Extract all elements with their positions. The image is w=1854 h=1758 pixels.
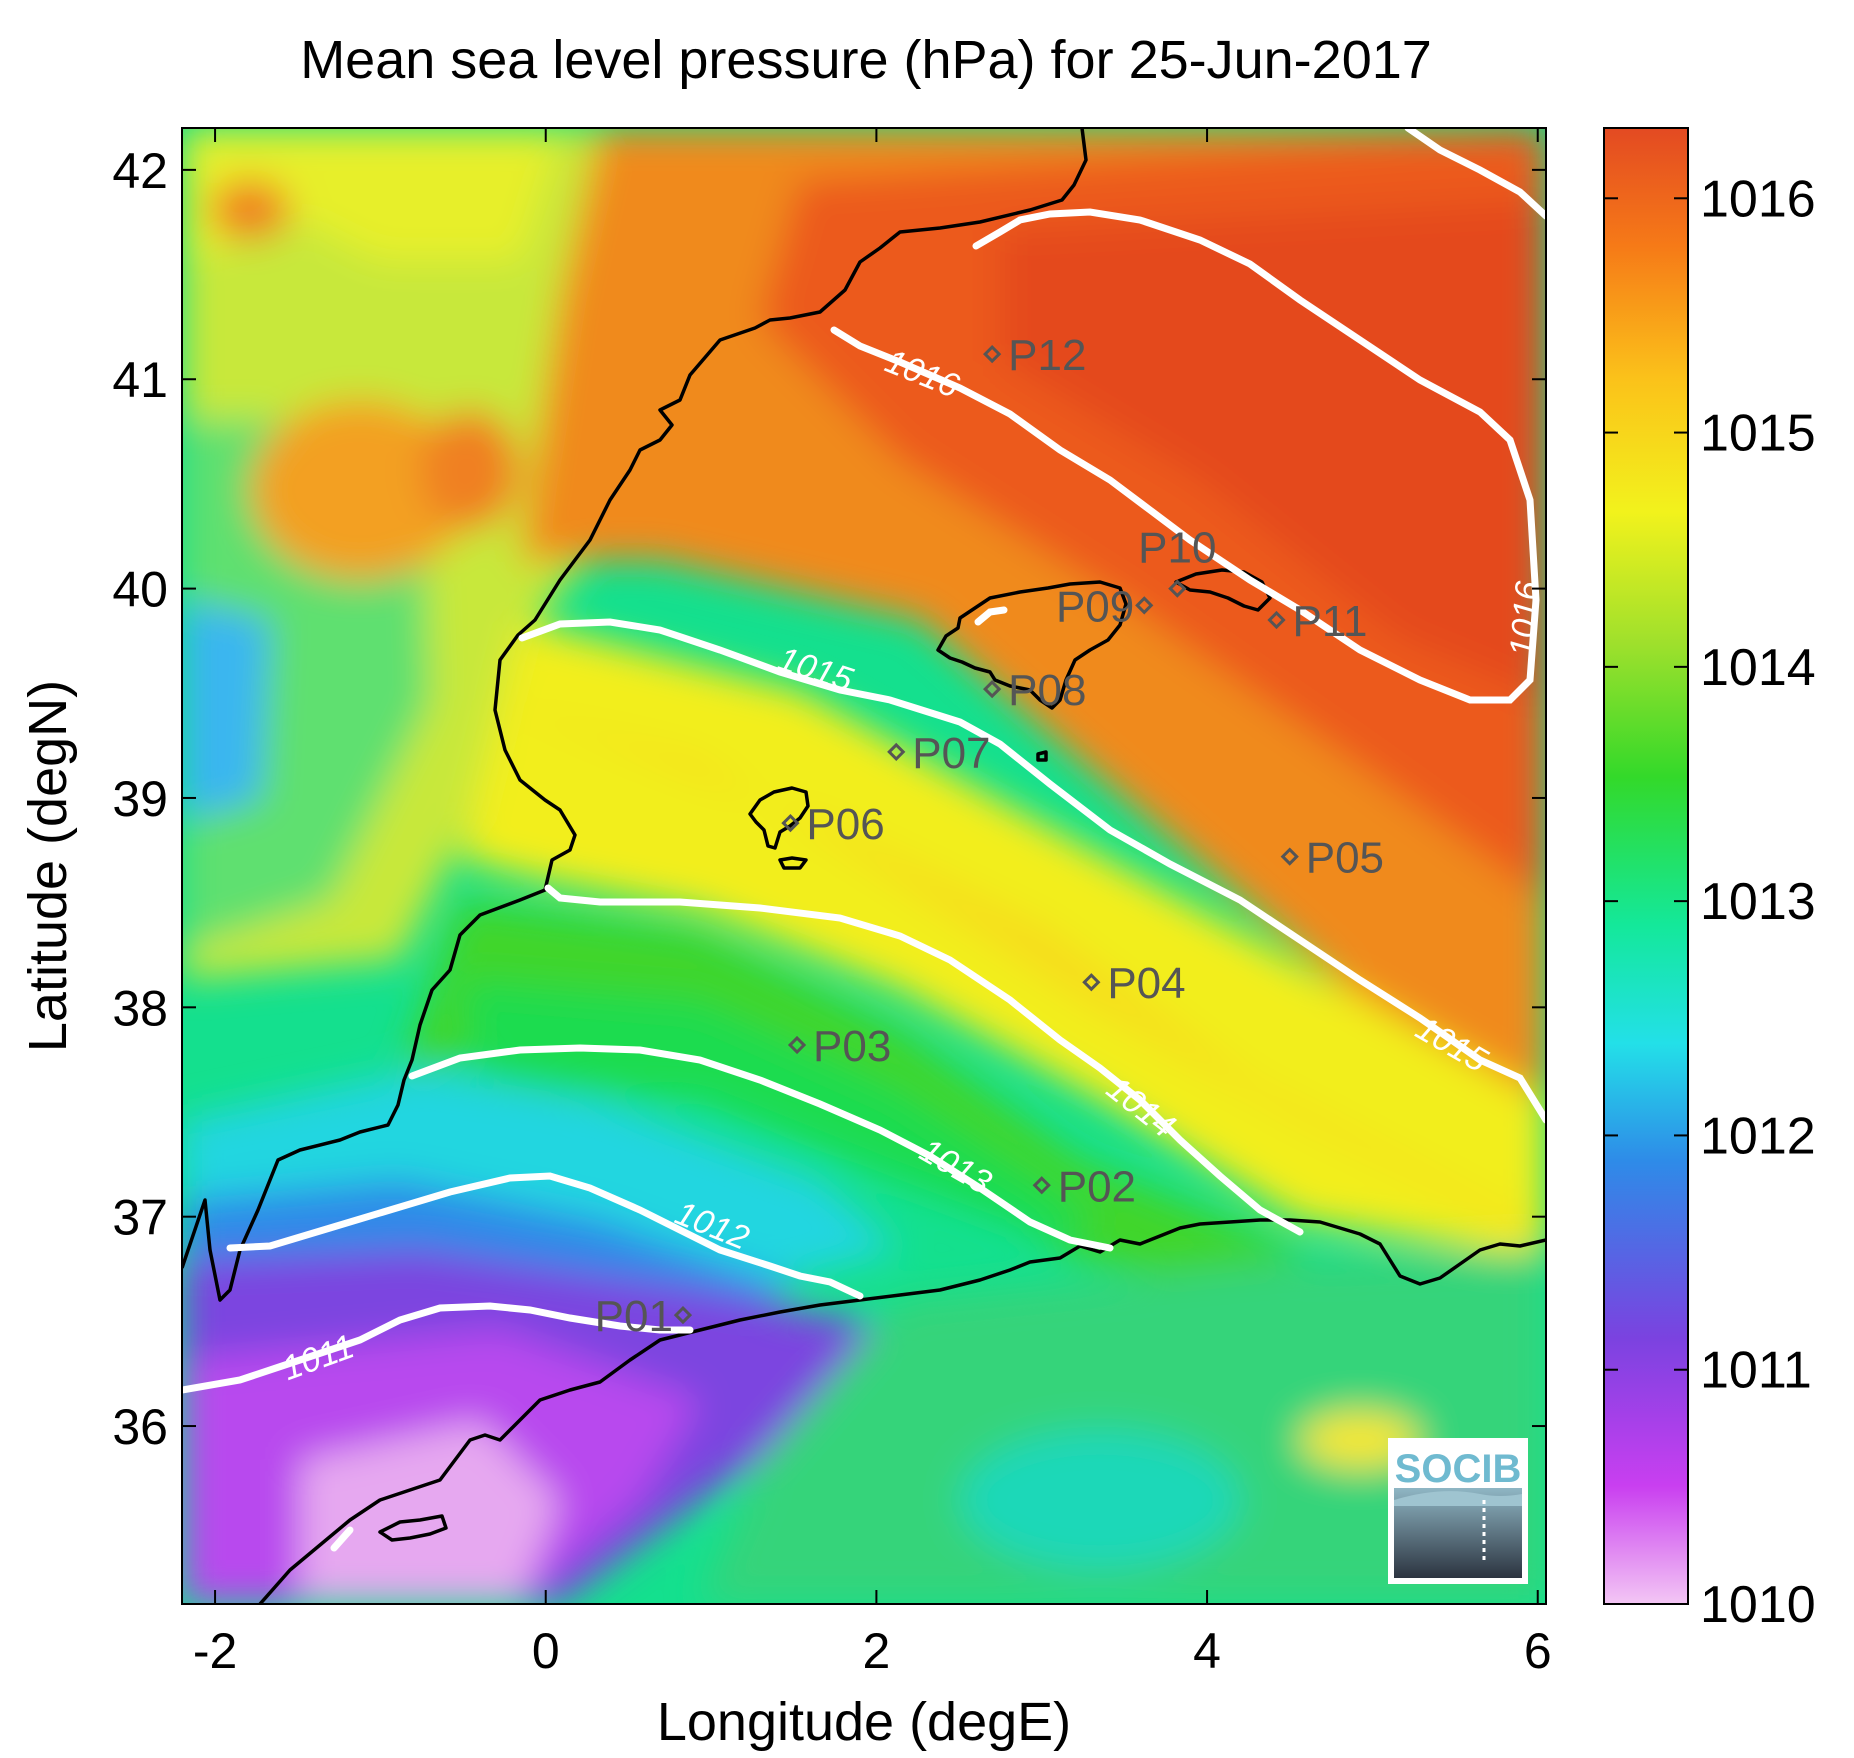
x-tick-label: 4 — [1193, 1623, 1221, 1679]
y-tick-label: 39 — [112, 771, 168, 827]
x-tick-label: -2 — [193, 1623, 237, 1679]
station-label: P01 — [595, 1292, 673, 1341]
iberian-coastline — [182, 128, 1088, 1302]
station-label: P09 — [1056, 582, 1134, 631]
socib-logo-text: SOCIB — [1395, 1447, 1522, 1491]
chart-title: Mean sea level pressure (hPa) for 25-Jun… — [300, 30, 1432, 90]
station-marker — [673, 1305, 693, 1325]
station-p03: P03 — [787, 1022, 891, 1071]
station-label: P04 — [1107, 959, 1185, 1008]
station-marker — [1032, 1176, 1051, 1195]
x-axis-label: Longitude (degE) — [657, 1692, 1071, 1752]
station-p06: P06 — [781, 800, 885, 849]
isobar-1011 — [182, 1302, 694, 1394]
station-p02: P02 — [1032, 1162, 1136, 1211]
station-label: P05 — [1306, 834, 1384, 883]
station-marker — [787, 1035, 807, 1055]
alboran-coastline — [378, 1514, 448, 1542]
x-tick-label: 0 — [532, 1623, 560, 1679]
station-p08: P08 — [983, 666, 1086, 715]
isobar-1016-b — [1404, 128, 1546, 220]
station-label: P03 — [813, 1022, 891, 1071]
station-p01: P01 — [595, 1292, 693, 1341]
isobar-1013 — [408, 1044, 1114, 1252]
station-label: P08 — [1008, 666, 1086, 715]
station-p12: P12 — [983, 331, 1086, 380]
plot-frame — [181, 127, 1547, 1605]
african-coastline — [258, 1218, 1546, 1604]
y-tick-label: 41 — [112, 352, 168, 408]
pressure-field — [182, 128, 1546, 1604]
station-marker — [1135, 596, 1154, 615]
station-marker — [887, 742, 906, 762]
station-label: P07 — [912, 729, 990, 778]
station-p04: P04 — [1082, 959, 1186, 1008]
isobars — [182, 128, 1546, 1552]
colorbar-tick-label: 1013 — [1700, 873, 1816, 931]
colorbar-ticks: 1016 1015 1014 1013 1012 1011 1010 — [1604, 170, 1816, 1634]
colorbar-tick-label: 1015 — [1700, 405, 1816, 463]
colorbar-tick-label: 1010 — [1700, 1576, 1816, 1634]
colorbar-tick-label: 1016 — [1700, 170, 1816, 228]
contour-label-1016-east: 1016 — [1503, 580, 1547, 659]
colorbar-tick-label: 1012 — [1700, 1107, 1816, 1165]
ibiza-coastline — [748, 786, 810, 850]
colorbar-gradient — [1603, 127, 1689, 1605]
y-tick-label: 40 — [112, 562, 168, 618]
x-tick-label: 6 — [1524, 1623, 1552, 1679]
station-p09: P09 — [1056, 582, 1154, 631]
station-label: P12 — [1008, 331, 1086, 380]
mallorca-coastline — [936, 580, 1128, 710]
colorbar-tick-label: 1014 — [1700, 639, 1816, 697]
station-marker — [983, 679, 1002, 699]
isobar-1014 — [544, 884, 1304, 1236]
station-p05: P05 — [1280, 834, 1384, 883]
y-tick-label: 42 — [112, 143, 168, 199]
station-p11: P11 — [1267, 597, 1368, 646]
colorbar: 1016 1015 1014 1013 1012 1011 1010 — [1603, 127, 1816, 1634]
x-tick-label: 2 — [862, 1623, 890, 1679]
socib-logo: SOCIB — [1388, 1438, 1528, 1584]
y-tick-label: 37 — [112, 1190, 168, 1246]
station-label: P02 — [1058, 1162, 1136, 1211]
y-tick-label: 36 — [112, 1399, 168, 1455]
station-label: P06 — [806, 800, 884, 849]
colorbar-tick-label: 1011 — [1700, 1342, 1812, 1400]
isobar-1012 — [226, 1172, 864, 1300]
station-marker — [781, 813, 800, 833]
station-p10: P10 — [1138, 524, 1216, 598]
station-label: P11 — [1293, 597, 1368, 646]
isobar-1016-a — [830, 208, 1540, 704]
y-tick-label: 38 — [112, 980, 168, 1036]
y-axis-label: Latitude (degN) — [18, 680, 78, 1052]
station-marker — [1267, 610, 1286, 630]
menorca-coastline — [1174, 568, 1272, 612]
station-marker — [1280, 847, 1299, 866]
y-axis-ticks: 42 41 40 39 38 37 36 — [112, 143, 1546, 1455]
isobar-1015 — [518, 618, 1546, 1124]
station-marker — [1168, 579, 1187, 598]
station-marker — [1082, 973, 1101, 992]
formentera-coastline — [778, 856, 808, 870]
x-axis-ticks: -2 0 2 4 6 — [193, 128, 1552, 1679]
station-marker — [983, 344, 1002, 364]
coastlines — [182, 128, 1546, 1604]
station-p07: P07 — [887, 729, 991, 778]
station-label: P10 — [1138, 524, 1216, 573]
